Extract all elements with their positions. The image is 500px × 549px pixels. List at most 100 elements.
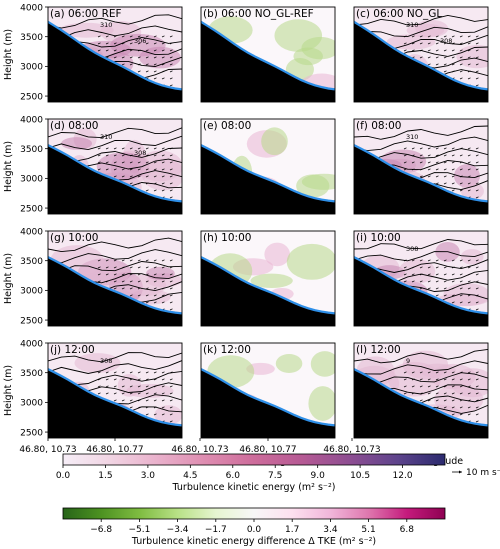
panel-experiment: NO_GL bbox=[407, 8, 443, 20]
colorbar-label: Turbulence kinetic energy difference Δ T… bbox=[131, 536, 376, 547]
wind-vector bbox=[169, 273, 173, 276]
panel-frame bbox=[353, 230, 489, 327]
wind-vector bbox=[129, 168, 133, 171]
y-tick-label: 2500 bbox=[20, 204, 43, 214]
wind-vector bbox=[459, 287, 463, 290]
field-patch bbox=[264, 242, 291, 267]
wind-vector bbox=[137, 49, 141, 52]
wind-vector bbox=[153, 406, 157, 409]
wind-vector bbox=[451, 273, 455, 276]
wind-vector bbox=[459, 371, 463, 374]
wind-vector bbox=[435, 147, 439, 150]
wind-vector bbox=[427, 147, 431, 150]
wind-vector bbox=[411, 154, 415, 157]
wind-vector bbox=[169, 287, 173, 290]
field-patch bbox=[74, 353, 121, 373]
wind-vector bbox=[411, 49, 415, 52]
theta-contour bbox=[48, 127, 182, 139]
wind-vector bbox=[113, 56, 117, 59]
wind-vector bbox=[129, 392, 133, 395]
wind-vector bbox=[451, 294, 455, 297]
colorbar-tick-label: 1.7 bbox=[285, 525, 299, 535]
wind-reference: 10 m s⁻¹ bbox=[452, 468, 500, 478]
wind-vector bbox=[153, 63, 157, 66]
wind-vector bbox=[169, 161, 173, 164]
wind-vector bbox=[97, 378, 101, 381]
wind-vector bbox=[467, 154, 471, 157]
wind-vector bbox=[137, 259, 141, 262]
y-axis: 2500 3000 3500 4000 Height (m) bbox=[3, 339, 48, 438]
wind-vector bbox=[161, 77, 165, 80]
wind-vector bbox=[459, 70, 463, 73]
theta-contour bbox=[48, 25, 182, 39]
wind-vector bbox=[105, 371, 109, 374]
wind-vector bbox=[451, 399, 455, 402]
panel-frame bbox=[200, 118, 336, 215]
y-axis-label: Height (m) bbox=[3, 141, 14, 192]
wind-vector bbox=[121, 273, 125, 276]
theta-contour bbox=[48, 237, 182, 253]
wind-vector bbox=[169, 77, 173, 80]
wind-vector bbox=[145, 42, 149, 45]
wind-vector bbox=[419, 287, 423, 290]
theta-contour bbox=[48, 352, 182, 363]
wind-vector bbox=[475, 259, 479, 262]
panel-label: (c) 06:00 NO_GL bbox=[356, 8, 442, 20]
wind-vector bbox=[459, 175, 463, 178]
field-patch bbox=[293, 47, 323, 66]
wind-vector bbox=[403, 147, 407, 150]
wind-vector bbox=[419, 399, 423, 402]
wind-vector bbox=[105, 147, 109, 150]
wind-vector bbox=[475, 56, 479, 59]
tke-diff-colorbar: −6.8 −5.1 −3.4 −1.7 0.0 1.7 3.4 5.1 6.8 Turbulenc… bbox=[62, 507, 446, 547]
wind-vector bbox=[153, 294, 157, 297]
wind-vector bbox=[121, 42, 125, 45]
wind-vector bbox=[137, 280, 141, 283]
wind-vector bbox=[113, 392, 117, 395]
wind-vector bbox=[435, 175, 439, 178]
theta-contour bbox=[48, 14, 182, 29]
wind-vector bbox=[97, 371, 101, 374]
wind-vector bbox=[411, 280, 415, 283]
wind-vector bbox=[459, 378, 463, 381]
wind-vector bbox=[427, 161, 431, 164]
wind-vector bbox=[97, 392, 101, 395]
wind-vector bbox=[161, 147, 165, 150]
wind-vector bbox=[169, 35, 173, 38]
colorbar-tick-label: 10.5 bbox=[350, 471, 370, 481]
wind-vector bbox=[427, 168, 431, 171]
wind-vector bbox=[459, 280, 463, 283]
wind-vector bbox=[419, 154, 423, 157]
colorbar-ramp bbox=[62, 507, 446, 520]
wind-vector bbox=[145, 189, 149, 192]
surface-line bbox=[48, 144, 182, 203]
wind-vector bbox=[419, 280, 423, 283]
wind-vector bbox=[145, 175, 149, 178]
y-axis-label: Height (m) bbox=[3, 365, 14, 416]
wind-vector bbox=[169, 266, 173, 269]
wind-vector bbox=[169, 84, 173, 87]
wind-vector bbox=[427, 273, 431, 276]
panel-b: (b) 06:00 NO_GL-REF bbox=[200, 6, 336, 103]
wind-vector bbox=[153, 266, 157, 269]
wind-vector bbox=[427, 371, 431, 374]
contour-label: 306 bbox=[134, 37, 146, 45]
wind-vector bbox=[145, 294, 149, 297]
wind-vector bbox=[451, 49, 455, 52]
wind-vector bbox=[427, 266, 431, 269]
wind-vector bbox=[443, 287, 447, 290]
wind-vector bbox=[443, 63, 447, 66]
field-patch bbox=[117, 374, 142, 397]
wind-vector bbox=[451, 259, 455, 262]
y-tick-label: 2500 bbox=[20, 428, 43, 438]
y-tick-label: 4000 bbox=[20, 115, 43, 125]
y-axis-label: Height (m) bbox=[3, 253, 14, 304]
wind-vector bbox=[145, 273, 149, 276]
wind-vector bbox=[169, 259, 173, 262]
wind-vector bbox=[459, 392, 463, 395]
x-tick-label: 46.80, 10.73 bbox=[171, 445, 228, 455]
wind-vector bbox=[129, 406, 133, 409]
wind-vector bbox=[459, 273, 463, 276]
wind-vector bbox=[467, 42, 471, 45]
wind-vector bbox=[435, 266, 439, 269]
